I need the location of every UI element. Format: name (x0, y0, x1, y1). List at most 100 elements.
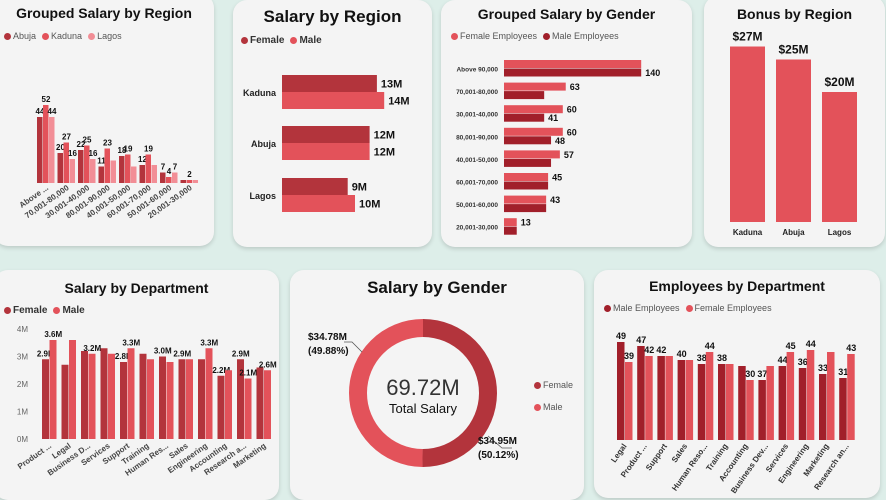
data-label: 2.1M (239, 369, 257, 378)
data-label: 42 (656, 345, 666, 355)
bar (282, 92, 385, 109)
bar (198, 359, 205, 439)
chart-title: Grouped Salary by Gender (477, 6, 656, 22)
data-label: 4 (167, 167, 172, 176)
data-label: 3.3M (200, 338, 218, 347)
chart-title: Salary by Region (263, 7, 402, 26)
data-label: 43 (550, 195, 560, 205)
bar (705, 352, 714, 440)
bar (192, 180, 198, 183)
y-tick-label: 70,001-80,000 (456, 89, 498, 96)
bar (145, 154, 151, 183)
data-label: 3.6M (44, 330, 62, 339)
data-label: 10M (359, 199, 380, 211)
y-tick-label: 2M (17, 380, 28, 389)
bar (718, 364, 726, 440)
data-label: 60 (567, 127, 577, 137)
data-label: 3.3M (122, 338, 140, 347)
data-label: 57 (564, 150, 574, 160)
bar (49, 117, 55, 183)
x-tick-label: Legal (609, 442, 628, 464)
y-tick-label: Kaduna (243, 88, 277, 98)
data-label: 12M (374, 147, 395, 159)
bar (282, 195, 355, 212)
bar (125, 154, 131, 183)
data-label: 2 (187, 170, 192, 179)
bar (127, 348, 135, 439)
chart-title: Salary by Department (64, 280, 209, 296)
bar (49, 340, 57, 439)
legend-item-female: Female (534, 380, 573, 390)
bar (726, 364, 734, 440)
bar (738, 366, 746, 440)
bar (657, 356, 665, 440)
legend-label: Female Employees (694, 303, 772, 313)
legend-label: Female (250, 35, 285, 46)
legend-dot (685, 304, 693, 312)
y-tick-label: Above 90,000 (456, 67, 498, 74)
legend-label: Male (299, 35, 322, 46)
legend-item-male: Male (534, 402, 563, 412)
data-label: (50.12%) (478, 450, 519, 461)
bar (180, 180, 186, 183)
bar (504, 113, 545, 122)
chart-title: Salary by Gender (367, 278, 507, 297)
bar (186, 359, 193, 439)
y-tick-label: Abuja (251, 139, 277, 149)
bar (827, 352, 835, 440)
bar (776, 59, 811, 222)
bar (282, 143, 370, 160)
card-grouped-salary-gender: Grouped Salary by Gender Female Employee… (441, 0, 692, 247)
legend-label: Abuja (13, 31, 37, 41)
y-tick-label: 80,001-90,000 (456, 134, 498, 141)
bar (282, 126, 370, 143)
legend-dot (451, 32, 458, 40)
data-label: 39 (624, 351, 634, 361)
legend-label: Male Employees (552, 31, 619, 41)
data-label: 42 (644, 345, 654, 355)
data-label: 37 (757, 369, 767, 379)
data-label: 19 (144, 145, 153, 154)
bonus-region-chart: $27M Kaduna $25M Abuja $20M Lagos (730, 30, 857, 237)
data-label: 16 (89, 149, 98, 158)
bar (256, 367, 264, 439)
bar (504, 68, 642, 77)
data-label: 33 (818, 363, 828, 373)
total-value: 69.72M (386, 375, 460, 400)
data-label: 45 (786, 341, 796, 351)
legend-item-female-employees: Female Employees (685, 303, 772, 313)
y-tick-label: 30,001-40,000 (456, 112, 498, 119)
legend: Abuja Kaduna Lagos (4, 31, 122, 41)
legend-dot (42, 32, 50, 40)
data-label: 2.6M (259, 360, 277, 369)
bar (88, 353, 96, 439)
data-label: 38 (717, 353, 727, 363)
legend-item-male: Male (290, 35, 322, 46)
data-label: 140 (645, 68, 660, 78)
bar (504, 105, 563, 114)
legend-dot (604, 304, 611, 312)
bar (139, 165, 145, 183)
legend-dot (534, 381, 541, 389)
card-salary-region: Salary by Region Female Male Kaduna 13M 14… (233, 0, 432, 247)
bar (151, 165, 157, 183)
bar (98, 166, 104, 183)
data-label: 3.0M (154, 347, 172, 356)
donut-slice (422, 319, 497, 467)
data-label: 27 (62, 133, 71, 142)
legend-item-male-employees: Male Employees (604, 303, 680, 313)
legend-dot (543, 32, 551, 40)
data-label: 43 (846, 343, 856, 353)
bar (504, 60, 642, 68)
data-label: 36 (798, 357, 808, 367)
total-label: Total Salary (389, 401, 457, 416)
data-label: 60 (567, 105, 577, 115)
legend-item-female-employees: Female Employees (451, 31, 537, 41)
salary-region-chart: Kaduna 13M 14M Abuja 12M 12M Lagos 9M 10M (243, 75, 410, 212)
bar (665, 356, 673, 440)
bar (237, 359, 244, 439)
bar (504, 173, 549, 181)
data-label: 52 (42, 95, 51, 104)
